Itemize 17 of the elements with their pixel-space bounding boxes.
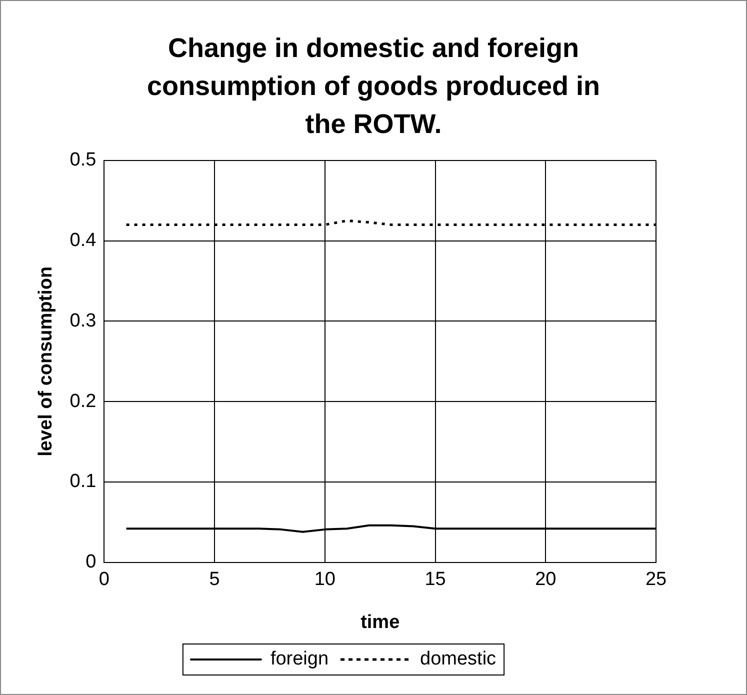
x-axis-title: time: [360, 612, 400, 633]
y-tick-label: 0.3: [70, 310, 96, 332]
y-tick-label: 0.5: [70, 150, 96, 171]
x-tick-label: 10: [314, 569, 336, 590]
x-tick-label: 0: [98, 569, 110, 590]
legend-label: domestic: [420, 648, 496, 670]
x-tick-label: 20: [535, 569, 556, 590]
x-tick-label: 15: [424, 569, 446, 590]
y-axis-title: level of consumption: [36, 266, 57, 456]
legend-label: foreign: [270, 648, 329, 670]
x-tick-label: 5: [209, 569, 220, 590]
y-tick-label: 0.4: [70, 230, 97, 252]
y-tick-label: 0: [86, 552, 96, 573]
y-tick-label: 0.2: [70, 390, 96, 412]
x-tick-label: 25: [645, 569, 667, 590]
chart-title: Change in domestic and foreign consumption of goods produced in the ROTW.: [146, 32, 601, 141]
y-tick-label: 0.1: [70, 471, 96, 492]
